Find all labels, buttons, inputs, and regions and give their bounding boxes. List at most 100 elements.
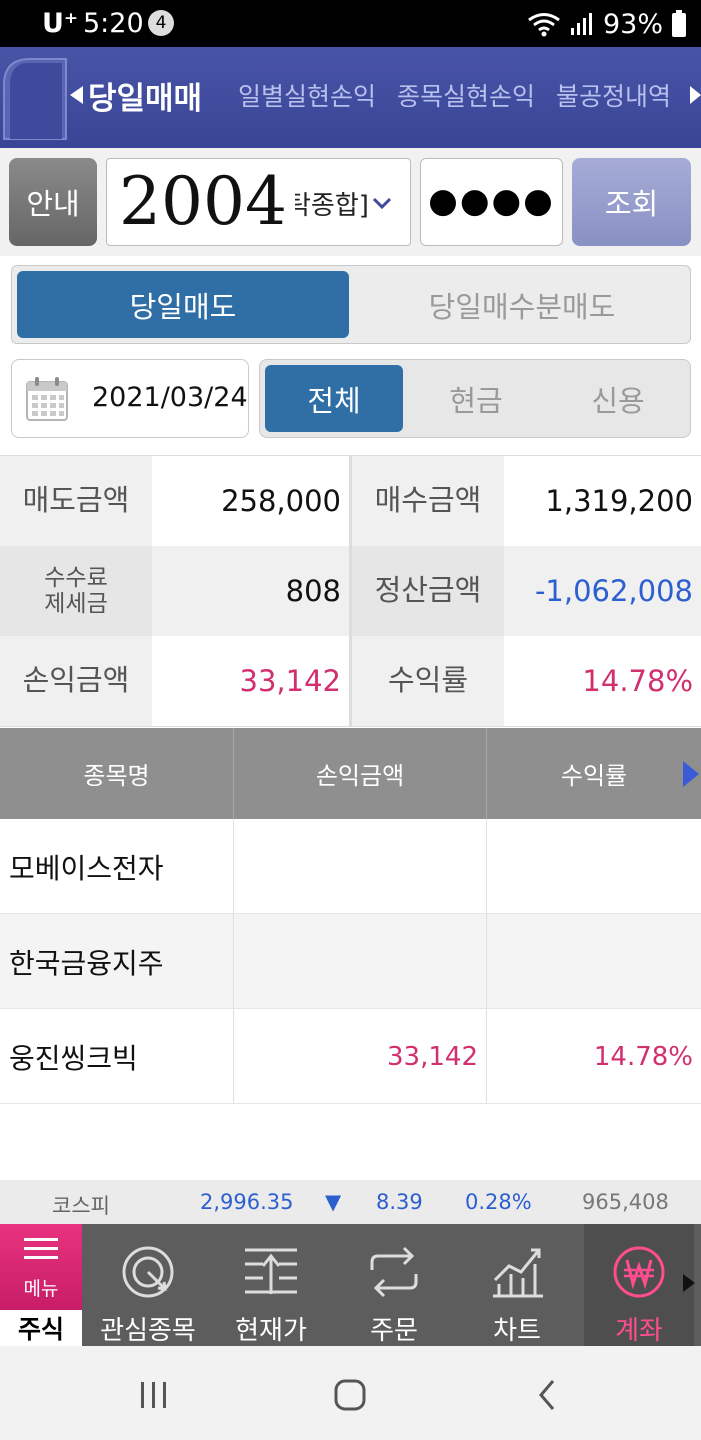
nav-left-arrow-icon[interactable] [70,86,83,104]
stock-name: 웅진씽크빅 [9,1041,138,1075]
nav-chart[interactable]: 차트 [464,1224,570,1346]
settle-amount-label: 정산금액 [352,546,504,636]
back-icon[interactable] [535,1378,559,1412]
fee-tax-label: 수수료 제세금 [0,546,152,636]
guide-button[interactable]: 안내 [9,158,97,246]
clock: 5:20 [83,8,144,39]
date-value: 2021/03/24 [92,382,248,413]
summary-divider [349,456,352,726]
segment-today-buy-sell[interactable]: 당일매수분매도 [428,289,616,324]
buy-amount-label: 매수금액 [352,456,504,546]
stock-table-header: 종목명 손익금액 수익률 [0,728,701,819]
current-price-icon [245,1248,297,1294]
menu-label: 메뉴 [23,1278,59,1300]
calendar-icon [26,377,68,421]
nav-order[interactable]: 주문 [341,1224,447,1346]
back-button[interactable] [0,55,68,141]
stock-name: 모베이스전자 [9,851,164,885]
table-row[interactable]: 한국금융지주 [0,914,701,1009]
filter-all[interactable]: 전체 [265,365,403,432]
sell-type-segment: 당일매도 당일매수분매도 [11,265,691,344]
status-bar: U⁺ 5:20 4 93% [0,0,701,47]
filter-credit[interactable]: 신용 [591,383,645,418]
index-down-icon: ▼ [325,1190,342,1214]
segment-today-sell[interactable]: 당일매도 [17,271,349,338]
signal-icon [570,13,592,35]
tab-daily-realized-pnl[interactable]: 일별실현손익 [238,82,377,111]
account-row: 안내 탁종합] 2004 ●●●● 조회 [0,148,701,256]
account-select[interactable]: 탁종합] 2004 [106,158,411,246]
system-nav-bar [0,1346,701,1440]
tab-daily-trade[interactable]: 당일매매 [88,81,203,117]
query-button[interactable]: 조회 [572,158,691,246]
return-rate-label: 수익률 [352,636,504,726]
buy-amount-value: 1,319,200 [504,456,701,546]
cell-divider [233,914,234,1009]
return-rate-value: 14.78% [504,636,701,726]
table-row[interactable]: 모베이스전자 [0,819,701,914]
column-return-rate[interactable]: 수익률 [560,762,628,790]
account-number: 2004 [119,163,295,240]
nav-account[interactable]: 계좌 [584,1224,694,1346]
stock-return-rate [487,819,693,914]
fee-label-line2: 제세금 [44,591,108,617]
index-change: 8.39 [376,1190,423,1214]
order-icon [370,1246,418,1298]
cell-divider [486,914,487,1009]
column-divider [233,728,234,819]
nav-watchlist[interactable]: 관심종목 [95,1224,201,1346]
column-pnl[interactable]: 손익금액 [315,762,405,790]
home-icon[interactable] [333,1378,367,1412]
tab-unfair-history[interactable]: 불공정내역 [556,82,672,111]
pnl-value: 33,142 [152,636,349,726]
top-tab-bar: 당일매매 일별실현손익 종목실현손익 불공정내역 [0,47,701,148]
summary-row: 손익금액 33,142 수익률 14.78% [0,636,701,726]
watchlist-icon [122,1246,174,1298]
stock-return-rate [487,914,693,1009]
nav-current-price[interactable]: 현재가 [218,1224,324,1346]
status-icons: 93% [527,8,687,40]
nav-label: 차트 [493,1316,541,1346]
password-field[interactable]: ●●●● [420,158,563,246]
nav-label: 관심종목 [100,1316,196,1346]
index-change-rate: 0.28% [465,1190,532,1214]
battery-percent: 93% [602,8,663,40]
nav-right-arrow-icon[interactable] [690,86,701,104]
index-ticker[interactable]: 코스피 2,996.35 ▼ 8.39 0.28% 965,408 [0,1180,701,1224]
date-picker[interactable]: 2021/03/24 [11,359,249,438]
stock-pnl [234,914,478,1009]
sell-amount-value: 258,000 [152,456,349,546]
nav-label: 현재가 [235,1316,307,1346]
nav-label: 주문 [370,1316,418,1346]
stock-name: 한국금융지주 [9,946,164,980]
battery-icon [672,10,686,37]
won-account-icon [613,1246,665,1298]
stock-tab[interactable]: 주식 [0,1310,82,1346]
index-name: 코스피 [52,1194,110,1218]
scroll-right-arrow-icon[interactable] [683,761,699,787]
account-type-label: 탁종합] [287,191,369,221]
tab-stock-realized-pnl[interactable]: 종목실현손익 [397,82,536,111]
chevron-down-icon [372,197,392,210]
recent-apps-icon[interactable] [138,1380,170,1410]
nav-more-arrow-icon[interactable] [683,1274,695,1292]
column-divider [486,728,487,819]
credit-type-filter: 전체 현금 신용 [259,359,691,438]
summary-row: 수수료 제세금 808 정산금액 -1,062,008 [0,546,701,636]
pnl-label: 손익금액 [0,636,152,726]
table-row[interactable]: 웅진씽크빅 33,142 14.78% [0,1009,701,1104]
settle-amount-value: -1,062,008 [504,546,701,636]
summary-row: 매도금액 258,000 매수금액 1,319,200 [0,456,701,546]
stock-pnl [234,819,478,914]
chart-icon [493,1248,543,1298]
index-value: 2,996.35 [200,1190,294,1214]
menu-button[interactable]: 메뉴 [0,1224,82,1310]
stock-return-rate: 14.78% [593,1041,693,1072]
cell-divider [233,1009,234,1104]
carrier-label: U⁺ [42,8,79,39]
cell-divider [486,819,487,914]
wifi-icon [528,13,560,37]
filter-cash[interactable]: 현금 [449,383,503,418]
stock-pnl: 33,142 [387,1041,478,1072]
column-stock-name[interactable]: 종목명 [83,762,150,790]
